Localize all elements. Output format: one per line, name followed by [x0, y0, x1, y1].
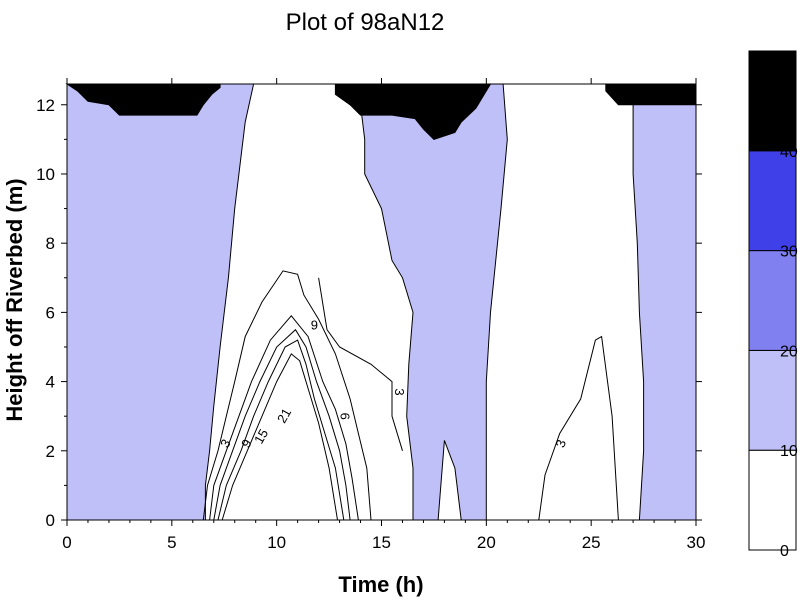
x-axis: 0 5 10 15 20 25 30: [62, 78, 705, 552]
x-tick-label-5: 25: [582, 533, 601, 552]
contour-line-6-1: [209, 315, 359, 521]
region-40+-3: [65, 83, 221, 116]
x-axis-label: Time (h): [338, 572, 423, 597]
y-axis-label: Height off Riverbed (m): [2, 178, 27, 421]
contour-label-5: 6: [337, 413, 352, 420]
contour-label-2: 15: [251, 426, 271, 446]
colorbar-swatch-1: [748, 349, 797, 451]
x-tick-label-2: 10: [267, 533, 286, 552]
x-tick-label-4: 20: [477, 533, 496, 552]
colorbar-swatch-3: [748, 150, 797, 252]
contour-label-3: 21: [274, 406, 294, 426]
colorbar-label-2: 20: [780, 343, 798, 360]
colorbar-label-4: 40: [780, 144, 798, 161]
colorbar: 0 10 20 30 40: [748, 50, 798, 560]
contour-line-3-5: [318, 277, 403, 451]
region-40+-4: [334, 83, 492, 140]
x-tick-label-3: 15: [372, 533, 391, 552]
colorbar-label-1: 10: [780, 443, 798, 460]
y-axis: 0 2 4 6 8 10 12: [36, 96, 702, 530]
contour-line-21-4: [221, 353, 338, 521]
region-40+-5: [605, 83, 697, 106]
filled-regions: [65, 83, 697, 521]
colorbar-swatch-2: [748, 250, 797, 351]
colorbar-label-3: 30: [780, 244, 798, 261]
contour-label-6: 3: [392, 388, 407, 395]
contour-label-7: 3: [553, 438, 570, 450]
contour-line-15-3: [217, 339, 345, 521]
contour-line-3-0: [202, 270, 372, 521]
contour-lines: [202, 270, 619, 521]
y-tick-label-3: 6: [46, 303, 55, 322]
colorbar-label-0: 0: [780, 543, 789, 560]
y-tick-label-1: 2: [46, 442, 55, 461]
y-tick-label-4: 8: [46, 234, 55, 253]
y-tick-label-2: 4: [46, 373, 55, 392]
contour-line-9-2: [213, 328, 351, 521]
x-tick-label-6: 30: [687, 533, 706, 552]
contour-label-4: 9: [311, 318, 318, 333]
y-tick-label-0: 0: [46, 511, 55, 530]
x-tick-label-0: 0: [62, 533, 71, 552]
x-tick-label-1: 5: [167, 533, 176, 552]
colorbar-swatch-0: [748, 449, 797, 551]
contour-line-3-6: [538, 335, 619, 521]
colorbar-swatch-4: [748, 50, 797, 152]
y-tick-label-6: 12: [36, 96, 55, 115]
chart-title: Plot of 98aN12: [286, 9, 445, 36]
y-tick-label-5: 10: [36, 165, 55, 184]
